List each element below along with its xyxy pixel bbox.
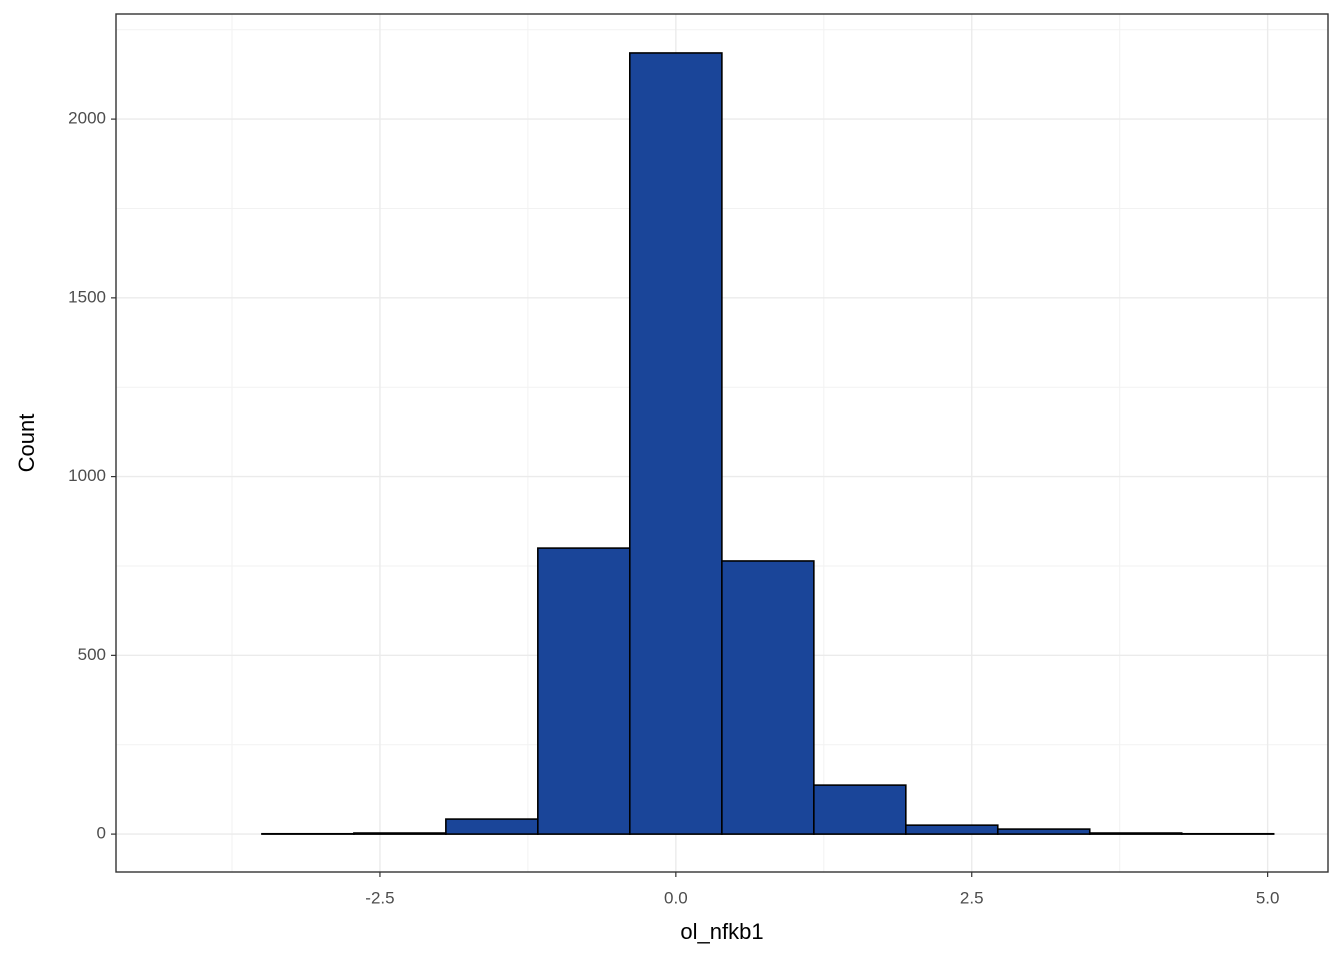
x-tick-label: -2.5 xyxy=(365,888,394,907)
bar xyxy=(722,561,814,834)
bar xyxy=(630,53,722,834)
bar xyxy=(814,785,906,834)
y-tick-label: 1500 xyxy=(68,287,106,306)
x-axis-title: ol_nfkb1 xyxy=(680,919,763,944)
y-tick-label: 0 xyxy=(97,824,106,843)
y-axis-title: Count xyxy=(14,414,39,473)
bar xyxy=(446,819,538,834)
bar xyxy=(538,548,630,834)
bar xyxy=(354,833,446,834)
x-tick-label: 5.0 xyxy=(1256,888,1280,907)
x-tick-label: 0.0 xyxy=(664,888,688,907)
bar xyxy=(906,825,998,834)
y-tick-label: 1000 xyxy=(68,466,106,485)
x-tick-label: 2.5 xyxy=(960,888,984,907)
y-tick-label: 2000 xyxy=(68,109,106,128)
y-tick-label: 500 xyxy=(78,645,106,664)
bar xyxy=(998,829,1090,834)
bar xyxy=(1090,833,1182,834)
